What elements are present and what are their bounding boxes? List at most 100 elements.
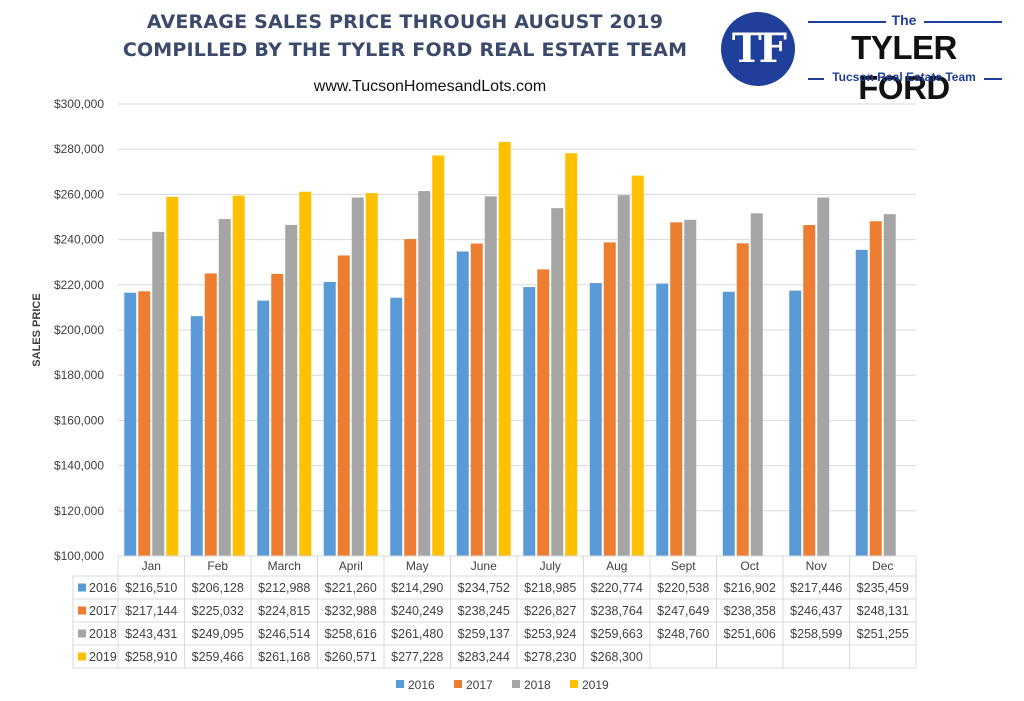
bar-2017-dec <box>869 221 882 556</box>
legend-key-2017 <box>454 680 462 688</box>
bar-2016-march <box>257 300 270 556</box>
y-tick-label: $120,000 <box>54 504 104 518</box>
bar-2016-oct <box>722 291 735 556</box>
table-series-label: 2019 <box>89 650 117 664</box>
table-cell: $220,774 <box>591 581 643 595</box>
table-cell: $258,616 <box>325 627 377 641</box>
table-cell: $232,988 <box>325 604 377 618</box>
table-cell: $218,985 <box>524 581 576 595</box>
bar-2018-nov <box>817 197 830 556</box>
legend-key-2019 <box>570 680 578 688</box>
logo-rule-top-right <box>924 21 1002 23</box>
table-cell: $216,510 <box>125 581 177 595</box>
bar-2017-may <box>404 239 417 556</box>
table-cell: $259,137 <box>458 627 510 641</box>
legend-key-2016 <box>396 680 404 688</box>
bar-2016-april <box>323 281 336 556</box>
table-cell: $251,255 <box>857 627 909 641</box>
bar-2019-jan <box>166 196 179 556</box>
legend-key-2018 <box>512 680 520 688</box>
bar-2016-sept <box>656 283 669 556</box>
x-tick-label: April <box>339 559 363 573</box>
table-cell: $217,446 <box>790 581 842 595</box>
bar-2019-april <box>365 193 378 556</box>
bar-2018-dec <box>883 214 896 556</box>
table-cell: $259,466 <box>192 650 244 664</box>
bar-2019-feb <box>232 195 245 556</box>
tf-monogram-icon: TF <box>721 12 795 86</box>
bar-2017-feb <box>204 273 217 556</box>
table-cell: $249,095 <box>192 627 244 641</box>
x-tick-label: June <box>471 559 497 573</box>
table-key-2019 <box>78 652 86 661</box>
bar-2016-nov <box>789 290 802 556</box>
bar-2017-april <box>337 255 350 556</box>
table-cell: $238,764 <box>591 604 643 618</box>
bar-2016-may <box>390 297 403 556</box>
bar-2018-march <box>285 224 298 556</box>
bar-2019-june <box>498 141 511 556</box>
y-tick-label: $100,000 <box>54 549 104 563</box>
logo-rule-bottom-left <box>808 78 824 80</box>
table-cell: $225,032 <box>192 604 244 618</box>
logo-rule-top-left <box>808 21 886 23</box>
chart-title-line-1: AVERAGE SALES PRICE THROUGH AUGUST 2019 <box>146 11 664 33</box>
bar-2016-feb <box>190 316 203 556</box>
bar-2019-may <box>432 155 445 556</box>
table-cell: $259,663 <box>591 627 643 641</box>
table-cell: $261,168 <box>258 650 310 664</box>
table-series-label: 2018 <box>89 627 117 641</box>
table-cell: $258,599 <box>790 627 842 641</box>
x-tick-label: July <box>540 559 561 573</box>
bar-2016-june <box>456 251 469 556</box>
table-cell: $220,538 <box>657 581 709 595</box>
bar-2017-nov <box>803 225 816 557</box>
table-cell: $277,228 <box>391 650 443 664</box>
tyler-ford-logo: TF The TYLER FORD Tucson Real Estate Tea… <box>718 10 1008 106</box>
logo-the-text: The <box>891 12 917 28</box>
bar-2019-july <box>565 153 578 556</box>
table-cell: $212,988 <box>258 581 310 595</box>
x-tick-label: Oct <box>740 559 759 573</box>
x-tick-label: Sept <box>671 559 696 573</box>
table-cell: $246,437 <box>790 604 842 618</box>
table-cell: $253,924 <box>524 627 576 641</box>
bar-2016-dec <box>855 249 868 556</box>
table-series-label: 2016 <box>89 581 117 595</box>
bar-2018-feb <box>218 219 231 557</box>
table-cell: $240,249 <box>391 604 443 618</box>
table-cell: $243,431 <box>125 627 177 641</box>
table-cell: $238,245 <box>458 604 510 618</box>
legend-label: 2019 <box>582 678 609 692</box>
bar-2017-sept <box>670 222 683 556</box>
bar-2019-march <box>299 191 312 556</box>
x-tick-label: Feb <box>207 559 228 573</box>
table-cell: $258,910 <box>125 650 177 664</box>
y-tick-label: $180,000 <box>54 368 104 382</box>
legend-label: 2016 <box>408 678 435 692</box>
table-cell: $216,902 <box>724 581 776 595</box>
table-series-label: 2017 <box>89 604 117 618</box>
y-tick-label: $200,000 <box>54 323 104 337</box>
table-key-2017 <box>78 606 86 615</box>
x-tick-label: Aug <box>606 559 627 573</box>
x-tick-label: May <box>406 559 429 573</box>
bar-2019-aug <box>631 175 644 556</box>
logo-rule-bottom-right <box>984 78 1002 80</box>
bar-2016-aug <box>589 283 602 556</box>
x-tick-label: March <box>268 559 301 573</box>
bar-2018-june <box>484 196 497 556</box>
y-tick-label: $300,000 <box>54 97 104 111</box>
table-key-2018 <box>78 629 86 638</box>
legend-label: 2017 <box>466 678 493 692</box>
bar-2018-may <box>418 191 431 556</box>
table-cell: $221,260 <box>325 581 377 595</box>
bar-2017-march <box>271 273 284 556</box>
logo-tagline-text: Tucson Real Estate Team <box>832 70 976 84</box>
table-cell: $248,760 <box>657 627 709 641</box>
bar-2018-jan <box>152 231 165 556</box>
table-cell: $214,290 <box>391 581 443 595</box>
bar-2018-aug <box>617 195 630 556</box>
bar-2016-jan <box>124 292 137 556</box>
